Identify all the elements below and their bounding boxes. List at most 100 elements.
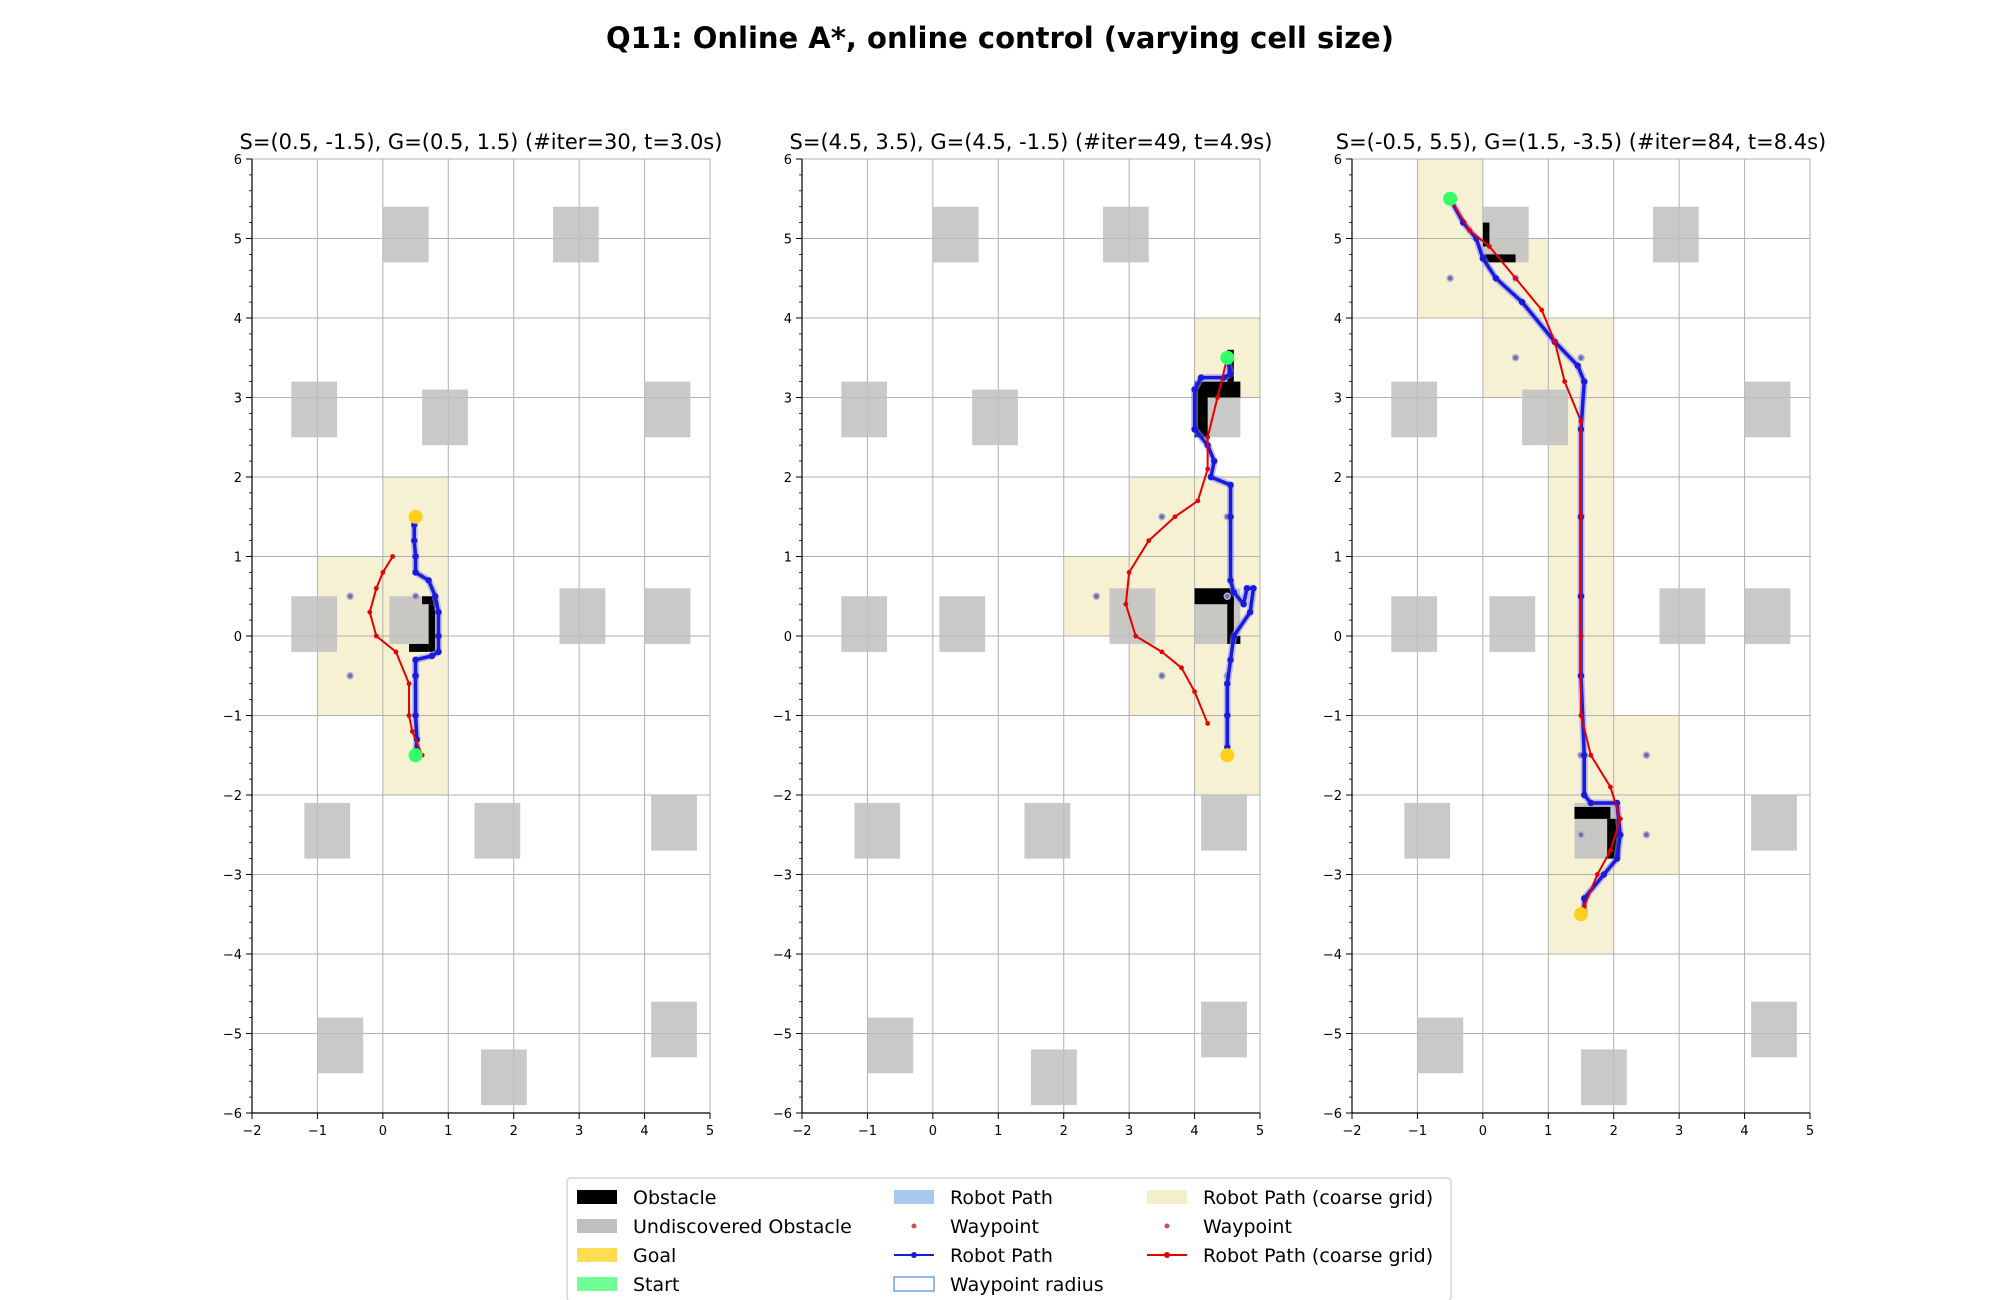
undiscovered-obstacle — [1581, 1049, 1627, 1106]
undiscovered-obstacle — [1659, 588, 1706, 644]
legend-label: Robot Path — [950, 1245, 1053, 1267]
coarse-path-point — [367, 609, 373, 615]
x-tick-label: 5 — [1806, 1124, 1814, 1139]
undiscovered-obstacle — [932, 206, 979, 263]
undiscovered-obstacle — [382, 206, 429, 263]
x-tick-label: 2 — [1610, 1124, 1618, 1139]
y-tick-label: −1 — [773, 710, 792, 725]
coarse-path-point — [406, 713, 412, 718]
subplots: S=(0.5, -1.5), G=(0.5, 1.5) (#iter=30, t… — [223, 130, 1826, 1139]
goal-marker — [408, 509, 423, 524]
coarse-path-point — [1133, 633, 1139, 639]
robot-path-point — [1581, 752, 1588, 759]
legend-swatch-robot-marker — [911, 1252, 917, 1258]
undiscovered-obstacle — [474, 802, 521, 859]
legend-label: Robot Path (coarse grid) — [1203, 1187, 1433, 1209]
x-tick-label: −2 — [1342, 1124, 1361, 1139]
discovered-obstacle — [1194, 381, 1241, 398]
robot-path-point — [1191, 426, 1198, 433]
waypoint — [1446, 274, 1454, 282]
y-tick-label: −5 — [773, 1028, 792, 1043]
robot-path-point — [1227, 577, 1234, 584]
subplot-title: S=(0.5, -1.5), G=(0.5, 1.5) (#iter=30, t… — [240, 130, 723, 154]
robot-path-point — [1224, 712, 1231, 719]
undiscovered-obstacle — [1391, 596, 1438, 652]
x-tick-label: 4 — [1740, 1124, 1748, 1139]
robot-path-point — [1227, 370, 1234, 377]
robot-path-point — [1250, 585, 1257, 592]
robot-path-point — [425, 577, 432, 584]
legend-swatch-undiscovered — [577, 1219, 617, 1233]
robot-path-point — [1230, 632, 1238, 640]
robot-path-point — [1600, 871, 1608, 878]
x-tick-label: −2 — [242, 1124, 261, 1139]
y-tick-label: 6 — [784, 153, 792, 168]
legend-swatch-start — [577, 1277, 617, 1291]
robot-path-point — [428, 652, 436, 660]
x-tick-label: 0 — [379, 1124, 387, 1139]
coarse-path-point — [1123, 601, 1129, 607]
coarse-path-point — [1126, 570, 1132, 575]
y-tick-label: 2 — [784, 471, 792, 486]
undiscovered-obstacle — [867, 1017, 914, 1074]
undiscovered-obstacle — [291, 596, 338, 652]
y-tick-label: 2 — [234, 471, 242, 486]
x-tick-label: 4 — [1190, 1124, 1198, 1139]
coarse-path-point — [1179, 665, 1184, 671]
legend-label: Start — [633, 1274, 679, 1296]
y-tick-label: −3 — [773, 869, 792, 884]
x-tick-label: 1 — [1544, 1124, 1552, 1139]
robot-path-point — [1227, 513, 1234, 520]
y-tick-label: −6 — [1323, 1107, 1342, 1122]
undiscovered-obstacle — [644, 588, 691, 644]
undiscovered-obstacle — [552, 206, 599, 263]
coarse-path-point — [1578, 633, 1584, 639]
robot-path-point — [1581, 791, 1588, 799]
x-tick-label: 5 — [706, 1124, 714, 1139]
robot-path-point — [411, 537, 418, 544]
robot-path-point — [412, 656, 419, 664]
undiscovered-obstacle — [1751, 1001, 1797, 1058]
coarse-path — [368, 555, 424, 756]
start-marker — [1220, 350, 1235, 365]
subplot-2: S=(4.5, 3.5), G=(4.5, -1.5) (#iter=49, t… — [773, 130, 1273, 1139]
y-tick-label: 4 — [784, 312, 792, 327]
coarse-path-point — [1539, 307, 1545, 313]
legend-frame — [566, 1177, 1452, 1300]
y-tick-label: −3 — [223, 869, 242, 884]
y-tick-label: −2 — [223, 789, 242, 804]
robot-path-point — [1492, 275, 1500, 282]
coarse-path-point — [1552, 339, 1558, 345]
robot-path-point — [1574, 362, 1581, 369]
legend-swatch-coarse-cell — [1147, 1190, 1187, 1204]
y-tick-label: 3 — [1334, 392, 1342, 407]
robot-path-point — [1230, 589, 1238, 596]
y-tick-label: 1 — [784, 551, 792, 566]
legend-label: Robot Path (coarse grid) — [1203, 1245, 1433, 1267]
undiscovered-obstacle — [1417, 1017, 1464, 1074]
waypoint — [411, 592, 420, 600]
undiscovered-obstacle — [644, 381, 691, 438]
robot-path — [1192, 357, 1256, 748]
undiscovered-obstacle — [841, 596, 888, 652]
y-tick-label: 5 — [784, 233, 792, 248]
coarse-path-point — [373, 633, 379, 639]
y-tick-label: −2 — [1323, 789, 1342, 804]
x-tick-label: −1 — [858, 1124, 877, 1139]
coarse-path-point — [1146, 538, 1152, 543]
x-tick-label: 3 — [575, 1124, 583, 1139]
coarse-path-point — [1608, 784, 1613, 790]
coarse-path-point — [1578, 418, 1584, 424]
x-tick-label: 0 — [929, 1124, 937, 1139]
coarse-path-point — [1215, 395, 1220, 400]
y-tick-label: −1 — [1323, 710, 1342, 725]
undiscovered-obstacle — [651, 1001, 697, 1058]
coarse-path-point — [1588, 752, 1594, 758]
y-tick-label: 3 — [784, 392, 792, 407]
legend-swatch-waypoint-coarse — [1164, 1223, 1170, 1229]
legend-label: Goal — [633, 1245, 676, 1267]
waypoint — [1223, 592, 1232, 600]
undiscovered-obstacle — [1024, 802, 1071, 859]
y-tick-label: 6 — [1334, 153, 1342, 168]
